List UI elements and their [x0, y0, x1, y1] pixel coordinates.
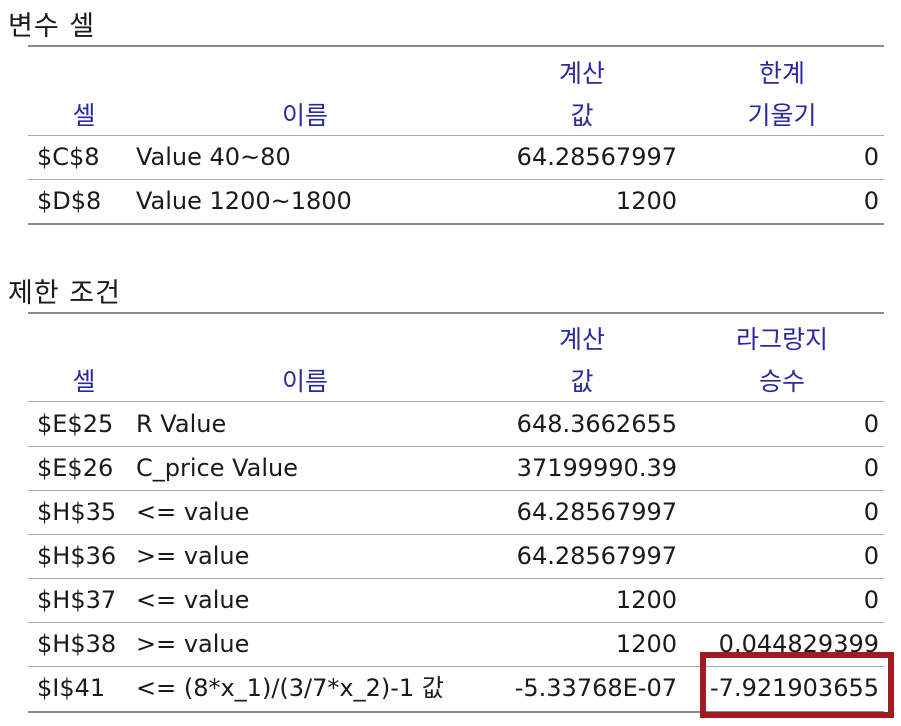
constraint-lagrange-header-line1: 라그랑지: [735, 325, 829, 354]
variable-value-header-line2: 값: [570, 101, 594, 130]
cell-lagrange: 0: [863, 586, 879, 614]
cell-ref: $H$37: [37, 586, 117, 614]
cell-value: 1200: [615, 187, 677, 215]
cell-ref: $H$35: [37, 498, 117, 526]
constraint-value-header-line2: 값: [570, 367, 594, 396]
cell-value: -5.33768E-07: [514, 674, 677, 702]
cell-value: 648.3662655: [516, 410, 677, 438]
cell-ref: $H$38: [37, 630, 117, 658]
cell-name: <= value: [136, 498, 250, 526]
cell-ref: $C$8: [37, 143, 100, 171]
row-divider: [28, 446, 884, 447]
cell-ref: $H$36: [37, 542, 117, 570]
cell-name: Value 1200~1800: [136, 187, 352, 215]
cell-name: >= value: [136, 542, 250, 570]
constraint-header-rule: [28, 401, 884, 402]
cell-value: 1200: [615, 630, 677, 658]
cell-name: <= value: [136, 586, 250, 614]
constraint-cell-header: 셀: [72, 367, 96, 396]
row-divider: [28, 490, 884, 491]
cell-name: C_price Value: [136, 454, 299, 482]
variable-name-header: 이름: [281, 101, 329, 130]
variable-cells-title: 변수 셀: [8, 11, 96, 42]
variable-header-rule: [28, 135, 884, 136]
constraint-value-header-line1: 계산: [558, 325, 606, 354]
cell-value: 64.28567997: [516, 143, 677, 171]
cell-ref: $D$8: [37, 187, 102, 215]
cell-lagrange: 0: [863, 454, 879, 482]
variable-cell-header: 셀: [72, 101, 96, 130]
row-divider: [28, 534, 884, 535]
cell-lagrange: -7.921903655: [710, 674, 879, 702]
highlight-box: [700, 652, 894, 718]
variable-value-header-line1: 계산: [558, 59, 606, 88]
cell-gradient: 0: [863, 143, 879, 171]
cell-name: Value 40~80: [136, 143, 291, 171]
cell-name: <= (8*x_1)/(3/7*x_2)-1 값: [136, 674, 444, 702]
cell-value: 64.28567997: [516, 498, 677, 526]
cell-value: 64.28567997: [516, 542, 677, 570]
row-divider: [28, 622, 884, 623]
row-divider: [28, 578, 884, 579]
cell-gradient: 0: [863, 187, 879, 215]
cell-name: >= value: [136, 630, 250, 658]
cell-lagrange: 0: [863, 542, 879, 570]
constraint-lagrange-header-line2: 승수: [758, 367, 806, 396]
cell-name: R Value: [136, 410, 227, 438]
cell-value: 1200: [615, 586, 677, 614]
variable-gradient-header-line1: 한계: [758, 59, 806, 88]
variable-cells-top-rule: [28, 45, 884, 47]
constraints-title: 제한 조건: [8, 278, 121, 309]
variable-cells-bottom-rule: [28, 223, 884, 225]
constraint-name-header: 이름: [281, 367, 329, 396]
row-divider: [28, 666, 884, 667]
cell-ref: $E$25: [37, 410, 114, 438]
cell-ref: $E$26: [37, 454, 114, 482]
cell-lagrange: 0: [863, 498, 879, 526]
cell-value: 37199990.39: [516, 454, 677, 482]
row-divider: [28, 179, 884, 180]
cell-lagrange: 0: [863, 410, 879, 438]
constraints-bottom-rule: [28, 711, 884, 713]
variable-gradient-header-line2: 기울기: [747, 101, 817, 130]
cell-ref: $I$41: [37, 674, 106, 702]
constraints-top-rule: [28, 312, 884, 314]
